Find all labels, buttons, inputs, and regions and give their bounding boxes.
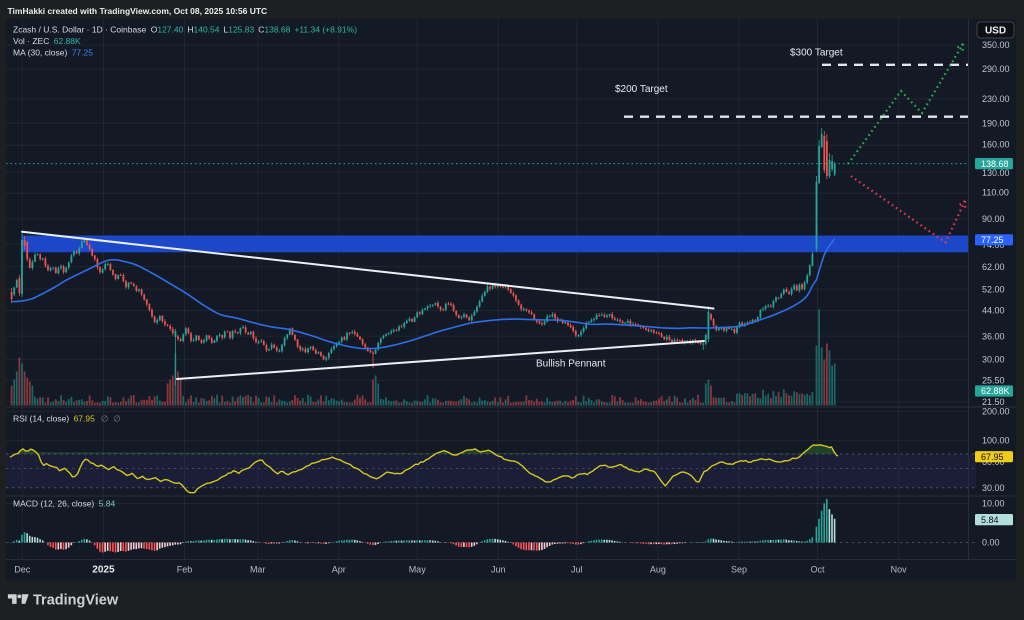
svg-text:130.00: 130.00 <box>982 168 1010 178</box>
svg-text:190.00: 190.00 <box>982 118 1010 128</box>
svg-text:21.50: 21.50 <box>982 397 1005 407</box>
svg-text:MA (30, close) 77.25: MA (30, close) 77.25 <box>13 47 93 57</box>
svg-text:Bullish Pennant: Bullish Pennant <box>536 358 606 369</box>
svg-text:44.00: 44.00 <box>982 306 1005 316</box>
svg-text:Nov: Nov <box>891 565 908 575</box>
svg-text:36.00: 36.00 <box>982 331 1005 341</box>
svg-text:USD: USD <box>985 26 1006 37</box>
svg-text:Mar: Mar <box>250 565 266 575</box>
svg-text:$200 Target: $200 Target <box>615 84 668 95</box>
svg-text:30.00: 30.00 <box>982 355 1005 365</box>
svg-text:2025: 2025 <box>92 565 115 576</box>
svg-text:200.00: 200.00 <box>982 407 1010 417</box>
svg-text:90.00: 90.00 <box>982 214 1005 224</box>
svg-text:Jun: Jun <box>491 565 506 575</box>
svg-text:110.00: 110.00 <box>982 187 1009 197</box>
svg-text:Apr: Apr <box>332 565 346 575</box>
svg-text:350.00: 350.00 <box>982 40 1010 50</box>
svg-text:25.50: 25.50 <box>982 375 1005 385</box>
svg-text:100.00: 100.00 <box>982 436 1010 446</box>
svg-text:TimHakki created with TradingV: TimHakki created with TradingView.com, O… <box>8 6 268 16</box>
svg-text:77.25: 77.25 <box>981 235 1004 245</box>
svg-text:138.68: 138.68 <box>981 159 1009 169</box>
svg-text:230.00: 230.00 <box>982 94 1010 104</box>
svg-text:MACD (12, 26, close) 5.84: MACD (12, 26, close) 5.84 <box>13 499 115 509</box>
svg-text:62.00: 62.00 <box>982 262 1005 272</box>
svg-text:0.00: 0.00 <box>982 538 1000 548</box>
svg-text:Sep: Sep <box>731 565 747 575</box>
svg-text:TradingView: TradingView <box>33 592 119 608</box>
svg-text:30.00: 30.00 <box>982 483 1005 493</box>
svg-text:Vol · ZEC 62.88K: Vol · ZEC 62.88K <box>13 36 81 46</box>
svg-text:10.00: 10.00 <box>982 499 1005 509</box>
svg-text:62.88K: 62.88K <box>981 386 1010 396</box>
svg-text:May: May <box>409 565 427 575</box>
svg-text:Feb: Feb <box>177 565 193 575</box>
svg-text:160.00: 160.00 <box>982 140 1010 150</box>
svg-text:Jul: Jul <box>571 565 583 575</box>
svg-text:Oct: Oct <box>810 565 825 575</box>
svg-text:5.84: 5.84 <box>981 515 999 525</box>
svg-text:290.00: 290.00 <box>982 64 1010 74</box>
svg-text:67.95: 67.95 <box>981 452 1004 462</box>
svg-text:52.00: 52.00 <box>982 284 1005 294</box>
svg-text:RSI (14, close) 67.95∅∅: RSI (14, close) 67.95 ∅ ∅ <box>13 414 121 424</box>
svg-text:Dec: Dec <box>14 565 31 575</box>
svg-text:Aug: Aug <box>650 565 666 575</box>
svg-text:$300 Target: $300 Target <box>790 48 843 59</box>
